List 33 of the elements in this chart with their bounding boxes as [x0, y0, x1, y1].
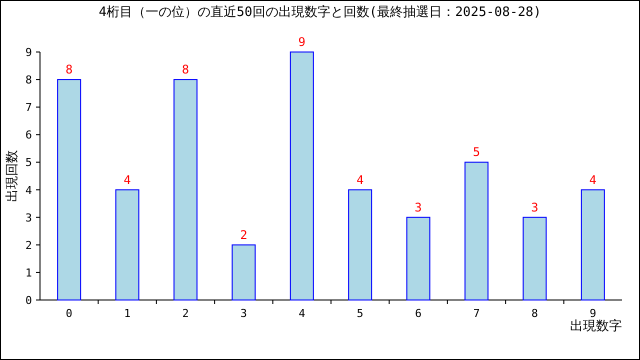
y-tick-label: 0	[25, 294, 32, 307]
y-tick-label: 5	[25, 156, 32, 170]
x-tick-label: 9	[590, 307, 596, 320]
data-label: 9	[298, 35, 306, 49]
data-label: 2	[240, 228, 248, 242]
y-tick-label: 8	[25, 74, 32, 87]
x-tick-label: 5	[356, 307, 364, 320]
y-tick-label: 9	[25, 46, 32, 59]
x-tick-label: 0	[66, 307, 72, 320]
data-label: 4	[589, 172, 597, 187]
y-tick-label: 1	[25, 266, 32, 280]
ylabel: 出現回数	[5, 150, 20, 202]
title: 4桁目（一の位）の直近50回の出現数字と回数(最終抽選日：2025-08-28)	[98, 5, 542, 20]
data-label: 3	[531, 200, 538, 214]
x-tick-label: 7	[473, 307, 480, 320]
y-tick-label: 2	[25, 238, 32, 252]
x-tick-label: 2	[182, 307, 189, 320]
data-label: 4	[356, 172, 364, 187]
y-tick-label: 7	[25, 101, 32, 114]
x-tick-label: 1	[124, 307, 131, 320]
x-tick-label: 8	[531, 307, 538, 320]
y-tick-label: 3	[25, 211, 32, 224]
x-tick-label: 3	[240, 307, 248, 320]
x-tick-label: 4	[298, 307, 306, 320]
y-tick-label: 6	[25, 128, 32, 142]
data-label: 5	[472, 145, 480, 160]
y-tick-label: 4	[25, 184, 32, 197]
x-tick-label: 6	[414, 307, 422, 320]
data-label: 4	[124, 172, 131, 187]
data-label: 8	[65, 62, 73, 77]
xlabel: 出現数字	[570, 319, 622, 334]
data-label: 3	[414, 200, 422, 214]
data-label: 8	[182, 62, 190, 77]
